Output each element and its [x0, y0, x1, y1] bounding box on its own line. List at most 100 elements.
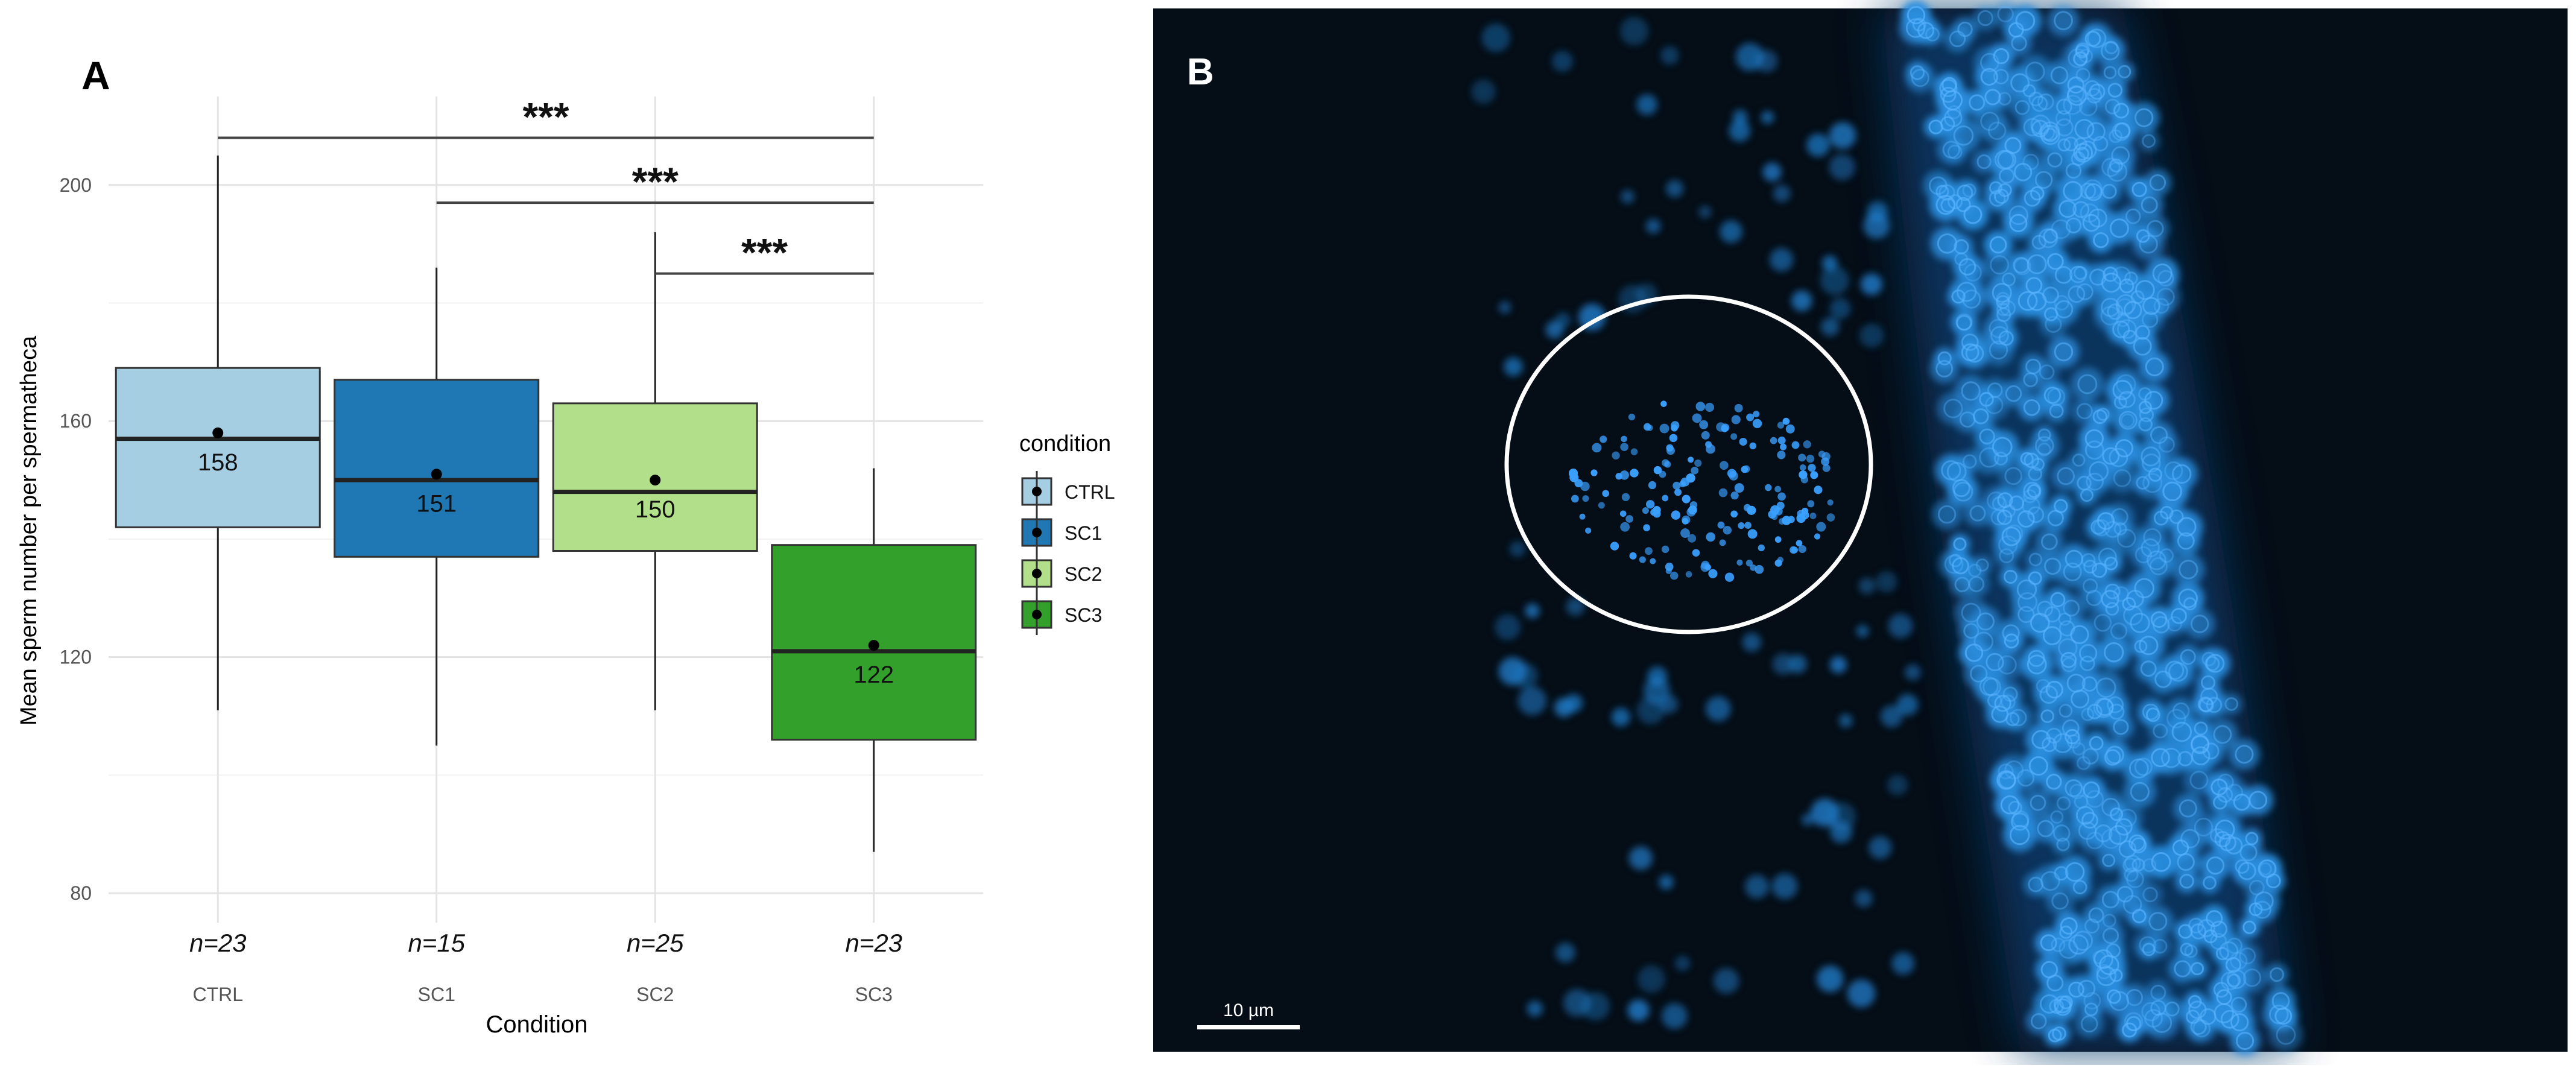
nucleus-outline — [2017, 769, 2035, 787]
sample-size-label: n=25 — [627, 929, 684, 957]
nucleus-outline — [1998, 330, 2014, 346]
sperm-nucleus — [1688, 534, 1697, 543]
nucleus-outline — [2150, 426, 2168, 444]
sperm-nucleus — [1590, 469, 1598, 476]
nucleus-outline — [2197, 919, 2215, 938]
scattered-cell — [1705, 696, 1731, 722]
nucleus-outline — [2104, 749, 2121, 766]
nucleus-outline — [1953, 537, 1967, 551]
nucleus-outline — [2248, 902, 2263, 917]
nucleus-outline — [2142, 473, 2163, 493]
nucleus-outline — [2098, 548, 2117, 567]
nucleus-outline — [2072, 742, 2086, 756]
nucleus-outline — [2191, 735, 2210, 754]
nucleus — [2021, 648, 2054, 681]
nucleus-outline — [2235, 745, 2254, 764]
nucleus — [1932, 499, 1963, 530]
sperm-nucleus — [1730, 491, 1739, 500]
nucleus-outline — [2126, 870, 2144, 888]
nucleus — [2072, 471, 2097, 495]
scattered-cell — [1621, 189, 1635, 204]
legend-label: CTRL — [1065, 481, 1115, 503]
nucleus — [2042, 248, 2069, 276]
scattered-cell — [1554, 698, 1574, 718]
scattered-cell — [1829, 154, 1855, 180]
significance-bracket: *** — [436, 159, 874, 204]
nucleus-outline — [2116, 312, 2130, 327]
nucleus-outline — [2000, 795, 2020, 815]
nucleus-outline — [2235, 859, 2250, 874]
nucleus-outline — [1998, 535, 2018, 555]
nucleus-outline — [2080, 656, 2095, 671]
nucleus-outline — [1961, 602, 1981, 623]
nucleus-outline — [1955, 197, 1971, 212]
nucleus-outline — [2076, 403, 2093, 420]
scattered-cell — [1619, 17, 1649, 46]
nucleus-outline — [2130, 837, 2147, 853]
mean-point — [431, 469, 442, 480]
scattered-cell — [1771, 873, 1798, 899]
nucleus-outline — [2177, 751, 2193, 766]
nucleus-outline — [2202, 742, 2220, 760]
nucleus-outline — [2124, 867, 2139, 882]
nucleus — [2099, 744, 2126, 771]
nucleus — [2134, 440, 2168, 473]
nucleus — [2229, 739, 2260, 770]
sperm-nucleus — [1736, 559, 1743, 566]
nucleus-outline — [2080, 1015, 2098, 1033]
nucleus-outline — [2171, 721, 2192, 742]
significance-bracket: *** — [655, 230, 874, 275]
nucleus — [2160, 997, 2185, 1021]
nucleus-outline — [1999, 548, 2014, 564]
nucleus — [2003, 208, 2034, 238]
nucleus-outline — [1956, 315, 1972, 331]
nuclei-sharp — [1568, 5, 2296, 1051]
sperm-nucleus — [1619, 470, 1629, 480]
nucleus — [2092, 403, 2113, 425]
nucleus — [1959, 338, 1990, 369]
nucleus — [2025, 789, 2051, 816]
nucleus-outline — [2113, 719, 2129, 735]
nucleus-outline — [2092, 409, 2107, 425]
nucleus — [2011, 504, 2040, 534]
nucleus-outline — [2011, 810, 2030, 828]
nucleus-outline — [2078, 643, 2098, 663]
scattered-cell — [1504, 357, 1523, 376]
nucleus-outline — [2089, 736, 2104, 751]
sperm-nucleus — [1755, 564, 1764, 574]
nucleus-outline — [2122, 597, 2136, 611]
sperm-nucleus — [1730, 433, 1738, 440]
nucleus — [2172, 553, 2205, 586]
scattered-cell — [1891, 952, 1915, 975]
nucleus-outline — [2077, 756, 2091, 770]
nucleus — [2179, 593, 2201, 615]
legend-point — [1032, 487, 1042, 496]
nucleus — [1949, 235, 1973, 259]
nucleus-outline — [1973, 631, 1994, 652]
significance-bracket: *** — [218, 95, 874, 139]
sperm-nucleus — [1731, 415, 1741, 425]
nucleus-outline — [1959, 411, 1976, 428]
nucleus — [2052, 932, 2085, 965]
nucleus-outline — [2050, 592, 2066, 608]
nucleus-outline — [1962, 183, 1976, 198]
nucleus — [2165, 715, 2199, 749]
nucleus-outline — [2080, 488, 2094, 502]
nucleus-outline — [2040, 961, 2059, 979]
nucleus — [2024, 463, 2046, 485]
scattered-cell — [1761, 110, 1774, 124]
nucleus — [2025, 114, 2055, 144]
nucleus — [2023, 871, 2048, 897]
scattered-cell — [1509, 541, 1525, 557]
nucleus-outline — [1986, 491, 2005, 510]
sperm-nucleus — [1816, 522, 1826, 532]
nucleus-outline — [2072, 453, 2086, 467]
nucleus-outline — [1998, 763, 2014, 780]
nucleus-outline — [2248, 879, 2265, 896]
sperm-nucleus — [1808, 464, 1816, 472]
nucleus-outline — [2106, 943, 2121, 958]
scattered-cell — [1859, 323, 1884, 348]
nucleus-outline — [2081, 553, 2096, 567]
nucleus-outline — [1949, 30, 1966, 48]
